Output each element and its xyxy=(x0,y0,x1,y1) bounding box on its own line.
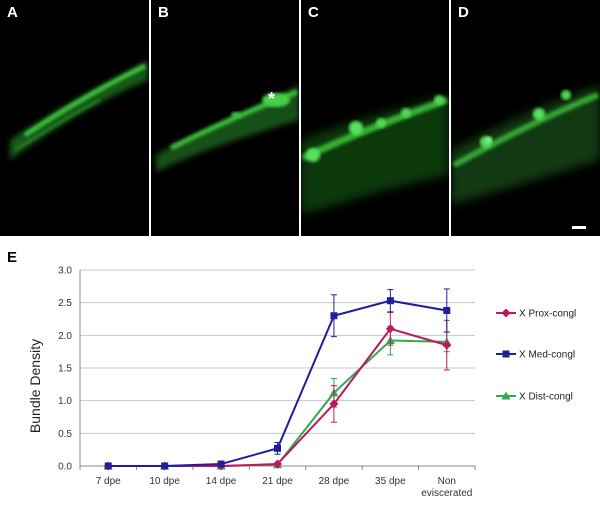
y-tick-labels: 0.0 0.5 1.0 1.5 2.0 2.5 3.0 xyxy=(58,266,72,473)
chart-series xyxy=(103,288,452,471)
y-tick-label: 2.0 xyxy=(58,331,72,342)
legend-item: X Prox-congl xyxy=(496,308,576,320)
data-point xyxy=(329,399,339,409)
asterisk-marker: * xyxy=(268,89,276,109)
x-tick-label: 21 dpe xyxy=(262,476,293,487)
legend-item: X Dist-congl xyxy=(496,391,573,403)
chart-grid xyxy=(80,269,475,434)
micrograph-image-b xyxy=(156,85,299,172)
scale-bar xyxy=(572,226,586,229)
x-tick-label: 10 dpe xyxy=(149,476,180,487)
y-tick-label: 0.5 xyxy=(58,429,72,440)
micrograph-panel-d: D xyxy=(451,0,600,236)
data-point xyxy=(161,462,169,470)
chart-legend: X Prox-congl X Med-congl X Dist-congl xyxy=(496,308,576,403)
y-tick-label: 2.5 xyxy=(58,298,72,309)
legend-item: X Med-congl xyxy=(496,350,575,361)
micrograph-panel-b: B * xyxy=(151,0,299,236)
legend-label: X Prox-congl xyxy=(519,309,576,320)
micrograph-panel-c: C xyxy=(301,0,449,236)
y-tick-label: 0.0 xyxy=(58,462,72,473)
panel-label-b: B xyxy=(158,4,169,21)
series-x-med-congl xyxy=(104,288,451,470)
panel-label-c: C xyxy=(308,4,319,21)
data-point xyxy=(443,307,451,315)
y-tick-label: 3.0 xyxy=(58,266,72,277)
legend-marker xyxy=(501,308,511,318)
legend-label: X Dist-congl xyxy=(519,392,573,403)
chart-axes xyxy=(79,270,476,470)
x-tick-labels: 7 dpe 10 dpe 14 dpe 21 dpe 28 dpe 35 dpe Non ev… xyxy=(96,476,473,499)
x-tick-label: 14 dpe xyxy=(206,476,237,487)
data-point xyxy=(217,460,225,468)
y-tick-label: 1.5 xyxy=(58,364,72,375)
x-tick-label: 7 dpe xyxy=(96,476,121,487)
y-axis-label: Bundle Density xyxy=(27,339,43,433)
bundle-density-chart: 0.0 0.5 1.0 1.5 2.0 2.5 3.0 7 dpe 10 dpe 14 dpe 2… xyxy=(27,266,576,500)
micrograph-image-a xyxy=(10,60,148,160)
micrograph-image-c xyxy=(301,95,449,215)
data-point xyxy=(386,297,394,305)
data-point xyxy=(104,462,112,470)
panel-label-d: D xyxy=(458,4,469,21)
y-tick-label: 1.0 xyxy=(58,396,72,407)
data-point xyxy=(442,340,452,350)
x-tick-label: 28 dpe xyxy=(319,476,350,487)
x-tick-label: 35 dpe xyxy=(375,476,406,487)
panel-label-a: A xyxy=(7,4,18,21)
data-point xyxy=(385,324,395,334)
x-tick-label: Non eviscerated xyxy=(421,476,472,499)
panel-label-e: E xyxy=(7,249,18,266)
data-point xyxy=(273,459,282,469)
series-line xyxy=(108,299,447,467)
legend-marker xyxy=(502,350,510,358)
legend-marker xyxy=(501,391,511,400)
data-point xyxy=(330,312,338,320)
legend-label: X Med-congl xyxy=(519,350,575,361)
micrograph-panel-a: A xyxy=(0,0,149,236)
data-point xyxy=(274,444,281,452)
micrograph-image-d xyxy=(451,85,600,205)
